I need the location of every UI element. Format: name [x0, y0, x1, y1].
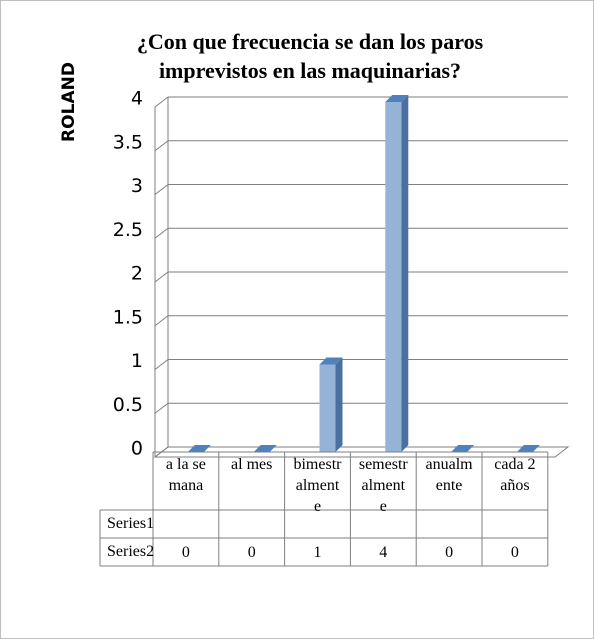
bar [385, 95, 409, 452]
grid-line-side [154, 96, 169, 108]
bar-face [401, 95, 409, 452]
bar-face [187, 445, 211, 452]
grid-line-side [154, 184, 169, 195]
table-value: 0 [247, 544, 256, 561]
legend-label: Series1 [107, 515, 155, 532]
bar-face [319, 357, 343, 365]
y-tick-label: 4 [131, 88, 143, 110]
bar-face [385, 102, 402, 452]
y-tick-label: 0.5 [113, 394, 143, 416]
grid-line-side [154, 315, 169, 327]
y-tick-label: 3.5 [113, 131, 143, 153]
y-tick-label: 2 [131, 263, 143, 285]
table-value: 0 [181, 544, 190, 561]
legend-entry: Series2 [101, 538, 154, 566]
category-label: cada 2 años [494, 456, 536, 494]
legend-label: Series2 [107, 543, 155, 560]
table-value: 1 [313, 544, 322, 561]
category-label: bimestralmente [293, 456, 342, 515]
legend-entry: Series1 [101, 510, 154, 538]
category-label: anualmente [425, 456, 473, 494]
y-tick-label: 3 [131, 175, 143, 197]
grid-line-side [154, 271, 169, 283]
grid-line-side [154, 359, 169, 370]
bar-face [451, 445, 475, 452]
category-label: semestralmente [358, 456, 408, 515]
y-axis-label: ROLAND [59, 62, 79, 142]
bar [516, 445, 540, 452]
grid-line-side [154, 402, 169, 414]
bar-face [385, 95, 409, 102]
bar-face [335, 357, 343, 452]
y-tick-label: 1.5 [113, 306, 143, 328]
bar [451, 445, 475, 452]
bar-face [319, 364, 336, 452]
category-label: al mes [231, 456, 273, 473]
y-tick-label: 1 [131, 350, 143, 372]
y-tick-label: 2.5 [113, 219, 143, 241]
bar [319, 357, 343, 452]
y-tick-label: 0 [131, 438, 143, 460]
bar [187, 445, 211, 452]
bar-face [516, 445, 540, 452]
table-value: 0 [445, 544, 454, 561]
grid-line-side [154, 140, 169, 152]
bar [253, 445, 277, 452]
category-label: a la semana [165, 456, 206, 494]
table-value: 0 [510, 544, 519, 561]
bar-face [253, 445, 277, 452]
grid-line-side [154, 227, 169, 239]
chart-title: ¿Con que frecuencia se dan los paros imp… [136, 29, 484, 83]
table-value: 4 [379, 544, 388, 561]
